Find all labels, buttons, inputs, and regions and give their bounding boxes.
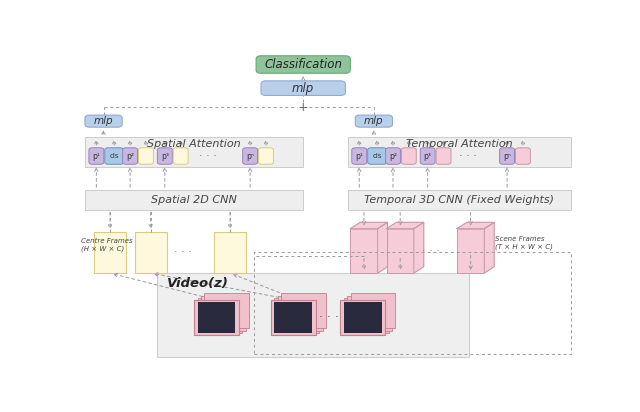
Text: · · ·: · · · bbox=[319, 311, 339, 324]
Bar bbox=[344, 302, 381, 333]
Text: mlp: mlp bbox=[292, 82, 314, 95]
Bar bbox=[194, 300, 239, 335]
Text: · · ·: · · · bbox=[460, 151, 477, 161]
Text: cls: cls bbox=[372, 153, 382, 159]
Text: p¹: p¹ bbox=[92, 152, 100, 161]
Bar bbox=[282, 293, 326, 328]
Bar bbox=[134, 232, 167, 273]
FancyBboxPatch shape bbox=[85, 115, 122, 127]
Bar bbox=[94, 232, 126, 273]
Bar bbox=[278, 296, 323, 330]
Bar bbox=[348, 137, 571, 167]
FancyBboxPatch shape bbox=[352, 148, 367, 164]
Bar bbox=[85, 137, 303, 167]
Text: Classification: Classification bbox=[264, 58, 342, 71]
Text: Video(z): Video(z) bbox=[167, 277, 228, 290]
Text: p²: p² bbox=[126, 152, 134, 161]
Text: Temporal 3D CNN (Fixed Weights): Temporal 3D CNN (Fixed Weights) bbox=[364, 195, 554, 205]
Text: p²: p² bbox=[389, 152, 397, 161]
Text: Scene Frames
(T × H × W × C): Scene Frames (T × H × W × C) bbox=[495, 236, 553, 250]
Text: · · ·: · · · bbox=[173, 248, 191, 258]
Text: · · ·: · · · bbox=[199, 151, 217, 161]
Bar bbox=[85, 190, 303, 210]
Bar bbox=[387, 229, 414, 273]
FancyBboxPatch shape bbox=[157, 148, 172, 164]
Bar bbox=[457, 229, 484, 273]
Bar bbox=[198, 302, 236, 333]
FancyBboxPatch shape bbox=[385, 148, 401, 164]
Text: pⁿ: pⁿ bbox=[246, 152, 254, 161]
FancyBboxPatch shape bbox=[420, 148, 435, 164]
Bar bbox=[201, 296, 246, 330]
Text: cls: cls bbox=[109, 153, 119, 159]
Text: mlp: mlp bbox=[364, 116, 384, 126]
Bar bbox=[348, 190, 571, 210]
FancyBboxPatch shape bbox=[261, 81, 346, 96]
Bar bbox=[350, 229, 378, 273]
Polygon shape bbox=[414, 222, 424, 273]
Bar bbox=[344, 298, 388, 333]
Text: p¹: p¹ bbox=[355, 152, 363, 161]
Bar bbox=[275, 298, 319, 333]
Text: p³: p³ bbox=[424, 152, 432, 161]
FancyBboxPatch shape bbox=[173, 148, 188, 164]
Polygon shape bbox=[350, 222, 388, 229]
Text: Centre Frames
(H × W × C): Centre Frames (H × W × C) bbox=[81, 238, 132, 252]
FancyBboxPatch shape bbox=[243, 148, 257, 164]
FancyBboxPatch shape bbox=[355, 115, 392, 127]
Polygon shape bbox=[378, 222, 388, 273]
Bar bbox=[348, 296, 392, 330]
Text: Temporal Attention: Temporal Attention bbox=[406, 139, 513, 149]
Polygon shape bbox=[457, 222, 494, 229]
FancyBboxPatch shape bbox=[89, 148, 104, 164]
Bar bbox=[198, 298, 242, 333]
Bar bbox=[205, 293, 249, 328]
Bar bbox=[275, 302, 312, 333]
Text: Spatial 2D CNN: Spatial 2D CNN bbox=[151, 195, 237, 205]
Text: mlp: mlp bbox=[93, 116, 113, 126]
FancyBboxPatch shape bbox=[256, 56, 350, 73]
Bar bbox=[214, 232, 246, 273]
FancyBboxPatch shape bbox=[368, 148, 387, 164]
Bar bbox=[340, 300, 385, 335]
Text: p³: p³ bbox=[161, 152, 169, 161]
Text: Spatial Attention: Spatial Attention bbox=[147, 139, 241, 149]
FancyBboxPatch shape bbox=[500, 148, 515, 164]
FancyBboxPatch shape bbox=[515, 148, 531, 164]
Bar bbox=[351, 293, 396, 328]
FancyBboxPatch shape bbox=[401, 148, 416, 164]
Text: +: + bbox=[298, 101, 308, 114]
Text: · · ·: · · · bbox=[422, 246, 440, 256]
Bar bbox=[157, 273, 469, 357]
Polygon shape bbox=[387, 222, 424, 229]
Polygon shape bbox=[484, 222, 494, 273]
Bar bbox=[271, 300, 316, 335]
FancyBboxPatch shape bbox=[105, 148, 124, 164]
FancyBboxPatch shape bbox=[138, 148, 154, 164]
Text: pⁿ: pⁿ bbox=[503, 152, 511, 161]
FancyBboxPatch shape bbox=[123, 148, 138, 164]
FancyBboxPatch shape bbox=[259, 148, 273, 164]
FancyBboxPatch shape bbox=[436, 148, 451, 164]
